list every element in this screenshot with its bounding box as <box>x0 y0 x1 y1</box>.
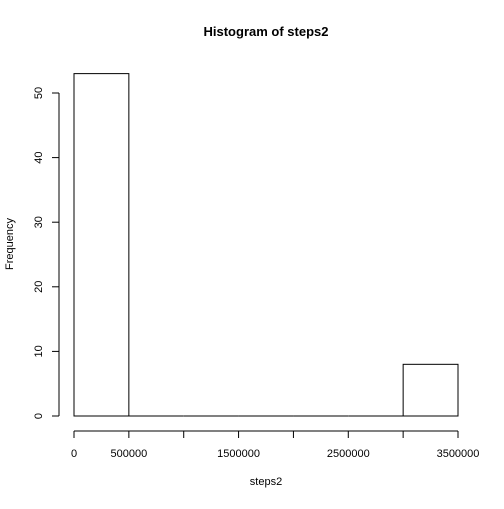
x-axis-label: steps2 <box>250 476 282 488</box>
y-axis: 0 10 20 30 40 50 <box>33 87 60 419</box>
x-tick-label-0: 0 <box>71 448 77 460</box>
x-tick-label-7: 3500000 <box>437 448 480 460</box>
x-tick-label-5: 2500000 <box>327 448 370 460</box>
y-tick-label-2: 20 <box>33 281 45 293</box>
x-tick-label-3: 1500000 <box>217 448 260 460</box>
y-tick-label-5: 50 <box>33 87 45 99</box>
y-tick-label-0: 0 <box>33 413 45 419</box>
y-tick-label-4: 40 <box>33 151 45 163</box>
y-tick-label-1: 10 <box>33 345 45 357</box>
y-tick-label-3: 30 <box>33 216 45 228</box>
bars-group <box>73 73 459 417</box>
histogram-bar-6 <box>402 363 459 417</box>
chart-title: Histogram of steps2 <box>204 24 329 39</box>
x-tick-label-1: 500000 <box>110 448 147 460</box>
histogram-bar-0 <box>73 73 130 417</box>
x-axis: 0 500000 1500000 2500000 3500000 <box>71 430 480 460</box>
y-axis-label: Frequency <box>4 218 16 270</box>
